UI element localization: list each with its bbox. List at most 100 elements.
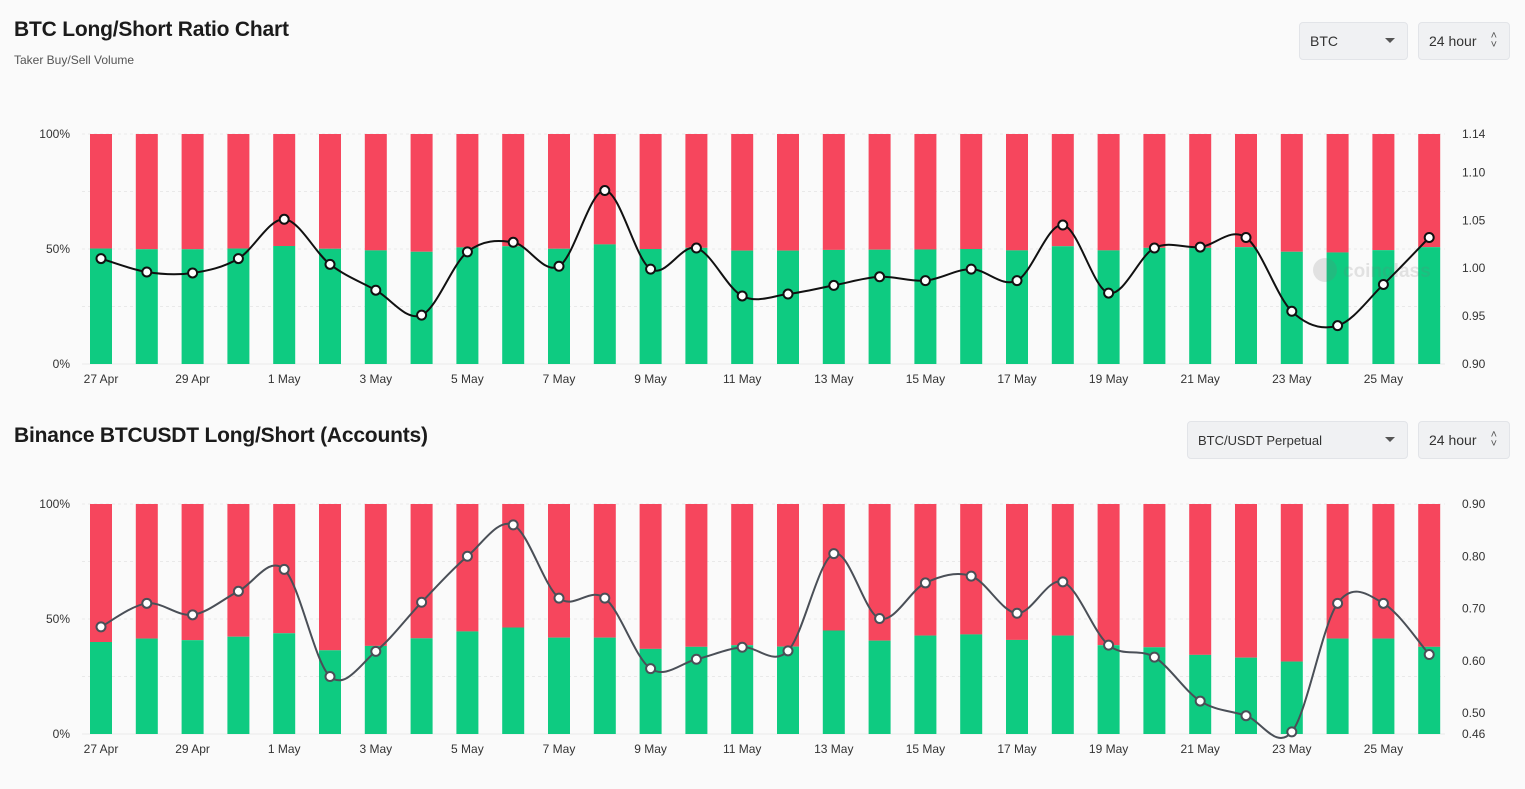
long-bar bbox=[1097, 645, 1120, 734]
short-bar bbox=[914, 504, 937, 636]
ratio-point bbox=[736, 641, 748, 653]
short-bar bbox=[1006, 504, 1028, 640]
long-bar bbox=[1326, 638, 1349, 734]
ratio-point bbox=[1148, 242, 1160, 254]
chevron-down-icon bbox=[1385, 437, 1395, 442]
ratio-point bbox=[278, 563, 290, 575]
right-axis-tick-label: 1.10 bbox=[1462, 165, 1486, 179]
x-tick-label: 13 May bbox=[814, 742, 853, 756]
short-bar bbox=[777, 504, 799, 647]
x-tick-label: 9 May bbox=[634, 372, 667, 386]
ratio-point bbox=[965, 570, 977, 582]
right-axis-tick-label: 0.50 bbox=[1462, 706, 1486, 720]
short-bar bbox=[1418, 134, 1441, 248]
long-bar bbox=[1418, 247, 1441, 364]
short-bar bbox=[1280, 504, 1303, 662]
long-bar bbox=[1280, 661, 1303, 734]
updown-icon: ˄ ˅ bbox=[1490, 30, 1497, 51]
short-bar bbox=[456, 504, 479, 632]
x-tick-label: 23 May bbox=[1272, 742, 1311, 756]
long-short-chart-1[interactable]: 0% 50% 100% 0.90 0.95 1.00 1.05 1.10 1.14 27 Apr 2… bbox=[0, 0, 1525, 400]
long-bar bbox=[273, 633, 296, 734]
x-tick-label: 11 May bbox=[723, 372, 761, 386]
ratio-point bbox=[645, 263, 657, 275]
short-bar bbox=[914, 134, 937, 250]
x-tick-label: 25 May bbox=[1364, 742, 1403, 756]
short-bar bbox=[1097, 134, 1120, 251]
coin-select[interactable]: BTC bbox=[1299, 22, 1408, 60]
long-bar bbox=[548, 248, 570, 364]
interval-select-2-value: 24 hour bbox=[1429, 432, 1477, 448]
short-bar bbox=[135, 134, 158, 250]
long-short-chart-2[interactable]: 0% 50% 100% 0.46 0.50 0.60 0.70 0.80 0.90 27 Apr 2… bbox=[0, 400, 1525, 789]
x-tick-label: 1 May bbox=[268, 372, 301, 386]
right-axis-tick-label: 0.90 bbox=[1462, 497, 1486, 511]
short-bar bbox=[1235, 134, 1257, 248]
x-tick-label: 15 May bbox=[906, 372, 945, 386]
long-bar bbox=[960, 634, 983, 734]
ratio-point bbox=[1423, 232, 1435, 243]
x-tick-label: 3 May bbox=[359, 372, 392, 386]
ratio-point bbox=[1423, 649, 1435, 661]
short-bar bbox=[1051, 504, 1074, 636]
right-axis-tick-label: 0.60 bbox=[1462, 654, 1486, 668]
ratio-point bbox=[95, 621, 107, 633]
interval-select-1[interactable]: 24 hour ˄ ˅ bbox=[1418, 22, 1510, 60]
ratio-point bbox=[370, 645, 382, 657]
x-tick-label: 5 May bbox=[451, 742, 484, 756]
short-bar bbox=[364, 504, 387, 646]
long-bar bbox=[90, 642, 112, 734]
ratio-point bbox=[324, 258, 336, 270]
left-axis-tick-label: 0% bbox=[53, 727, 71, 741]
ratio-point bbox=[690, 242, 702, 254]
short-bar bbox=[502, 504, 525, 628]
short-bar bbox=[868, 134, 891, 250]
interval-select-2[interactable]: 24 hour ˄ ˅ bbox=[1418, 421, 1510, 459]
ratio-point bbox=[507, 236, 519, 248]
long-bar bbox=[593, 637, 616, 734]
long-bar bbox=[914, 635, 937, 734]
ratio-point bbox=[232, 585, 244, 597]
short-bar bbox=[1189, 504, 1212, 655]
ratio-point bbox=[1194, 695, 1206, 707]
short-bar bbox=[868, 504, 891, 641]
short-bar bbox=[639, 134, 662, 249]
short-bar bbox=[731, 134, 754, 251]
ratio-point bbox=[919, 577, 931, 589]
pair-select[interactable]: BTC/USDT Perpetual bbox=[1187, 421, 1408, 459]
chart-panel-accounts: Binance BTCUSDT Long/Short (Accounts) BT… bbox=[0, 400, 1525, 789]
ratio-point bbox=[1103, 287, 1115, 299]
x-tick-label: 27 Apr bbox=[84, 372, 119, 386]
short-bar bbox=[181, 134, 204, 250]
long-bar bbox=[1372, 638, 1395, 734]
long-bar bbox=[1235, 657, 1257, 734]
ratio-point bbox=[1286, 726, 1298, 738]
ratio-point bbox=[782, 288, 794, 300]
long-bar bbox=[777, 250, 799, 364]
long-bar bbox=[227, 636, 250, 734]
ratio-point bbox=[278, 213, 290, 225]
short-bar bbox=[822, 134, 845, 250]
x-tick-label: 19 May bbox=[1089, 372, 1128, 386]
x-tick-label: 27 Apr bbox=[84, 742, 119, 756]
chart1-subtitle: Taker Buy/Sell Volume bbox=[14, 53, 135, 67]
long-bar bbox=[914, 249, 937, 364]
long-bar bbox=[1143, 247, 1166, 364]
short-bar bbox=[1051, 134, 1074, 247]
long-bar bbox=[777, 646, 799, 734]
x-tick-label: 15 May bbox=[906, 742, 945, 756]
watermark-text: coinglass bbox=[1343, 261, 1431, 282]
x-tick-label: 3 May bbox=[359, 742, 392, 756]
x-tick-label: 1 May bbox=[268, 742, 301, 756]
long-bar bbox=[1097, 250, 1120, 364]
ratio-point bbox=[553, 592, 565, 604]
long-bar bbox=[639, 249, 662, 364]
short-bar bbox=[410, 504, 433, 639]
short-bar bbox=[364, 134, 387, 251]
short-bar bbox=[1006, 134, 1028, 251]
left-axis-tick-label: 50% bbox=[46, 242, 70, 256]
left-axis-tick-label: 100% bbox=[39, 127, 70, 141]
ratio-point bbox=[370, 284, 382, 296]
ratio-point bbox=[461, 246, 473, 258]
ratio-point bbox=[1377, 278, 1389, 290]
